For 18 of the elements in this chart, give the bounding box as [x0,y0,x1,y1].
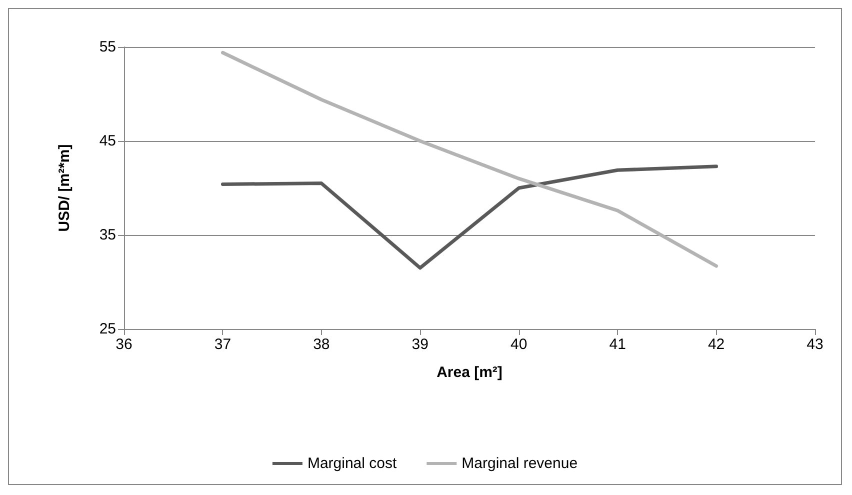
x-tick-label: 43 [806,336,824,353]
line-series [220,164,718,270]
line-series [220,50,718,268]
y-tick-label: 55 [99,38,116,56]
y-tick-label: 25 [99,320,116,338]
y-tick-label: 45 [99,132,116,150]
x-tick-label: 41 [609,336,626,353]
x-tick-label: 39 [412,336,428,353]
x-tick-label: 37 [214,336,232,353]
legend-label: Marginal cost [307,455,398,472]
x-tick-label: 42 [708,336,725,353]
x-tick-label: 40 [510,336,528,353]
x-tick-label: 36 [116,336,132,353]
y-tick-label: 35 [99,226,116,244]
x-tick-label: 38 [313,336,330,353]
x-axis-title: Area [m²] [436,364,502,381]
y-axis-title: USD/ [m²*m] [56,144,73,232]
legend-label: Marginal revenue [462,455,578,472]
